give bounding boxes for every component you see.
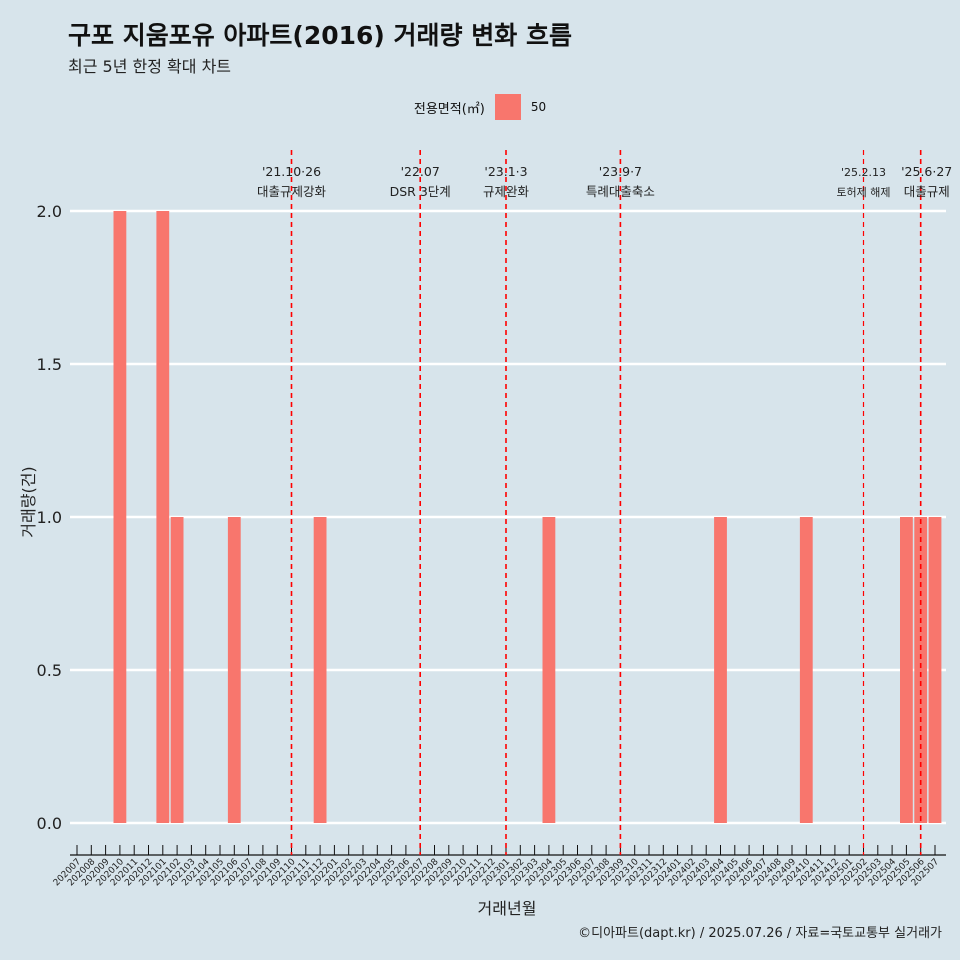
bar bbox=[170, 517, 184, 823]
y-tick-label: 2.0 bbox=[37, 202, 62, 221]
legend-swatch bbox=[494, 94, 521, 120]
legend-title: 전용면적(㎡) bbox=[413, 101, 485, 117]
bar bbox=[313, 517, 327, 823]
bar bbox=[156, 211, 170, 823]
annotation-label: 토허제 해제 bbox=[836, 185, 890, 199]
annotation-label: 대출규제강화 bbox=[257, 184, 327, 199]
chart-subtitle: 최근 5년 한정 확대 차트 bbox=[68, 57, 232, 76]
y-tick-label: 1.0 bbox=[37, 508, 62, 527]
bar bbox=[928, 517, 942, 823]
annotation-label: 특례대출축소 bbox=[586, 184, 655, 199]
annotation-date: '21.10·26 bbox=[262, 164, 321, 179]
legend-item-label: 50 bbox=[530, 100, 547, 114]
annotation-date: '23.9·7 bbox=[599, 164, 642, 179]
bar bbox=[542, 517, 556, 823]
annotation-date: '23.1·3 bbox=[484, 164, 527, 179]
chart-title: 구포 지움포유 아파트(2016) 거래량 변화 흐름 bbox=[68, 21, 572, 50]
bar bbox=[914, 517, 928, 823]
bar bbox=[227, 517, 241, 823]
annotation-label: 대출규제 bbox=[904, 184, 950, 199]
bar bbox=[799, 517, 813, 823]
y-axis-title: 거래량(건) bbox=[19, 466, 38, 537]
legend: 전용면적(㎡) 50 bbox=[0, 94, 960, 120]
y-tick-label: 1.5 bbox=[37, 355, 62, 374]
annotation-label: DSR 3단계 bbox=[390, 184, 451, 199]
x-axis-title: 거래년월 bbox=[478, 899, 537, 918]
bar bbox=[113, 211, 127, 823]
bar bbox=[714, 517, 727, 823]
annotation-date: '22.07 bbox=[401, 164, 440, 179]
bar bbox=[900, 517, 913, 823]
y-tick-label: 0.0 bbox=[37, 814, 62, 833]
annotation-date: '25.2.13 bbox=[841, 166, 886, 179]
annotation-label: 규제완화 bbox=[483, 184, 530, 199]
caption: ©디아파트(dapt.kr) / 2025.07.26 / 자료=국토교통부 실… bbox=[578, 926, 942, 941]
y-tick-label: 0.5 bbox=[37, 661, 62, 680]
annotation-date: '25.6·27 bbox=[901, 164, 952, 179]
